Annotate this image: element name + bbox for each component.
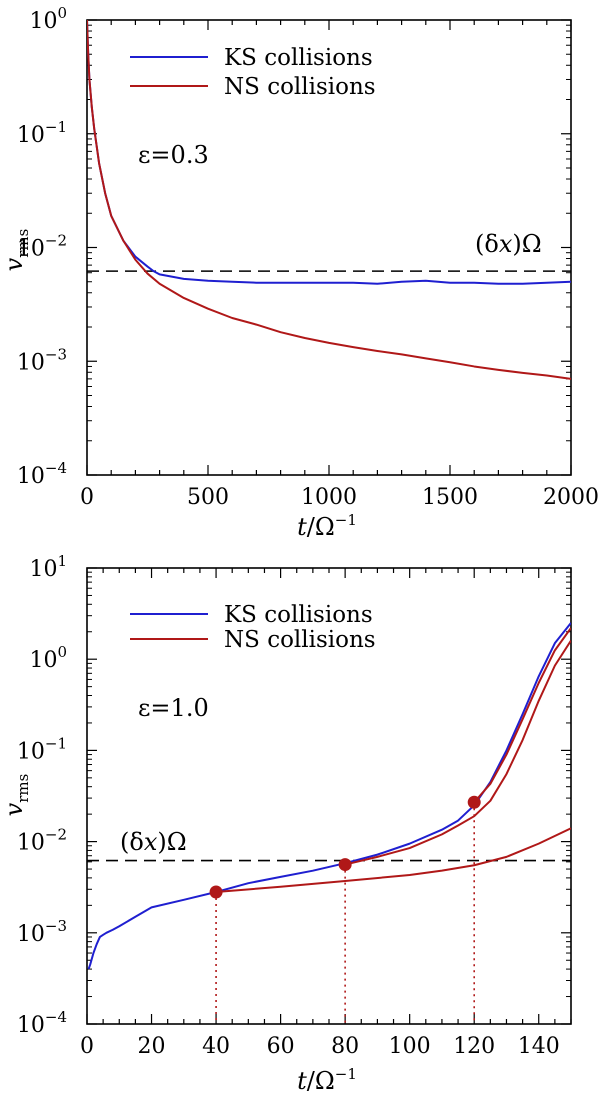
- y-tick-base: 10: [17, 350, 45, 375]
- x-tick-label: 120: [453, 1034, 495, 1059]
- y-tick-exp: −3: [45, 917, 67, 935]
- y-axis-title-sub: rms: [14, 229, 32, 258]
- series-line-1: [215, 827, 571, 894]
- y-tick-label: 10−4: [17, 459, 67, 489]
- x-tick-label: 100: [389, 1034, 431, 1059]
- y-tick-label: 10−2: [17, 826, 67, 856]
- series-line-0: [87, 622, 571, 970]
- branch-point-marker: [209, 885, 223, 899]
- resolution-label: (δx)Ω: [120, 828, 187, 856]
- y-tick-base: 10: [17, 123, 45, 148]
- y-tick-base: 10: [29, 648, 57, 673]
- x-tick-label: 0: [80, 485, 94, 510]
- resolution-label-a: (δ: [120, 828, 144, 856]
- resolution-label-x: x: [499, 230, 513, 258]
- resolution-label-b: )Ω: [157, 828, 186, 856]
- y-tick-label: 100: [29, 4, 67, 34]
- resolution-label-a: (δ: [475, 230, 499, 258]
- y-tick-base: 10: [17, 464, 45, 489]
- x-tick-label: 1500: [422, 485, 478, 510]
- x-tick-label: 0: [80, 1034, 94, 1059]
- y-axis-title: vrms: [0, 229, 32, 272]
- y-axis-title-v: v: [0, 257, 28, 271]
- y-tick-label: 10−3: [17, 345, 67, 375]
- y-tick-base: 10: [17, 739, 45, 764]
- y-axis-title: vrms: [0, 774, 32, 817]
- y-tick-label: 10−1: [17, 118, 67, 148]
- y-tick-exp: −2: [45, 826, 67, 844]
- x-tick-label: 500: [187, 485, 229, 510]
- resolution-label-b: )Ω: [512, 230, 541, 258]
- y-tick-exp: 0: [57, 4, 67, 22]
- x-axis-title-t: t: [297, 1067, 307, 1095]
- bottom-panel: 0 20 40 60 80 100 120 14010−410−310−210−1100101…: [0, 552, 572, 1095]
- y-tick-base: 10: [17, 922, 45, 947]
- series-line-3: [473, 627, 571, 803]
- resolution-label: (δx)Ω: [475, 230, 542, 258]
- x-axis-title-exp: −1: [335, 511, 357, 529]
- legend-label-0: KS collisions: [224, 602, 373, 628]
- x-tick-label: 1000: [301, 485, 357, 510]
- y-tick-label: 100: [29, 643, 67, 673]
- series-line-1: [87, 20, 571, 380]
- series-line-2: [344, 640, 571, 866]
- y-tick-label: 10−4: [17, 1008, 67, 1038]
- y-axis-title-v: v: [0, 802, 28, 816]
- x-axis-title-rest: /Ω: [307, 513, 335, 541]
- y-tick-exp: −4: [45, 1008, 67, 1026]
- y-tick-base: 10: [29, 9, 57, 34]
- y-tick-exp: −1: [45, 734, 67, 752]
- y-tick-exp: 1: [57, 552, 67, 570]
- x-axis-title: t/Ω−1: [297, 1065, 357, 1095]
- x-axis-title: t/Ω−1: [297, 511, 357, 541]
- branch-point-marker: [467, 795, 481, 809]
- y-tick-exp: −4: [45, 459, 67, 477]
- y-tick-exp: −2: [45, 232, 67, 250]
- series-group: [87, 622, 571, 970]
- y-tick-base: 10: [29, 557, 57, 582]
- x-tick-label: 20: [138, 1034, 166, 1059]
- y-tick-label: 101: [29, 552, 67, 582]
- x-tick-label: 60: [267, 1034, 295, 1059]
- y-tick-exp: 0: [57, 643, 67, 661]
- x-tick-label: 2000: [543, 485, 599, 510]
- resolution-label-x: x: [144, 828, 158, 856]
- y-tick-base: 10: [17, 237, 45, 262]
- y-tick-exp: −1: [45, 118, 67, 136]
- y-tick-base: 10: [17, 1013, 45, 1038]
- x-tick-label: 80: [331, 1034, 359, 1059]
- y-tick-exp: −3: [45, 345, 67, 363]
- top-panel: 0 500 1000 1500 200010−410−310−210−1100t/Ω−1…: [0, 4, 599, 541]
- y-tick-label: 10−1: [17, 734, 67, 764]
- x-tick-label: 140: [518, 1034, 560, 1059]
- epsilon-annotation: ε=0.3: [138, 141, 209, 169]
- x-axis-title-rest: /Ω: [307, 1067, 335, 1095]
- y-tick-base: 10: [17, 831, 45, 856]
- branch-point-marker: [338, 858, 352, 872]
- y-tick-label: 10−2: [17, 232, 67, 262]
- y-axis-title-sub: rms: [14, 774, 32, 803]
- legend-label-0: KS collisions: [224, 45, 373, 71]
- x-tick-label: 40: [202, 1034, 230, 1059]
- x-axis-title-exp: −1: [335, 1065, 357, 1083]
- x-axis-title-t: t: [297, 513, 307, 541]
- y-tick-label: 10−3: [17, 917, 67, 947]
- series-group: [87, 20, 571, 380]
- legend-label-1: NS collisions: [224, 627, 376, 653]
- epsilon-annotation: ε=1.0: [138, 694, 209, 722]
- legend-label-1: NS collisions: [224, 74, 376, 100]
